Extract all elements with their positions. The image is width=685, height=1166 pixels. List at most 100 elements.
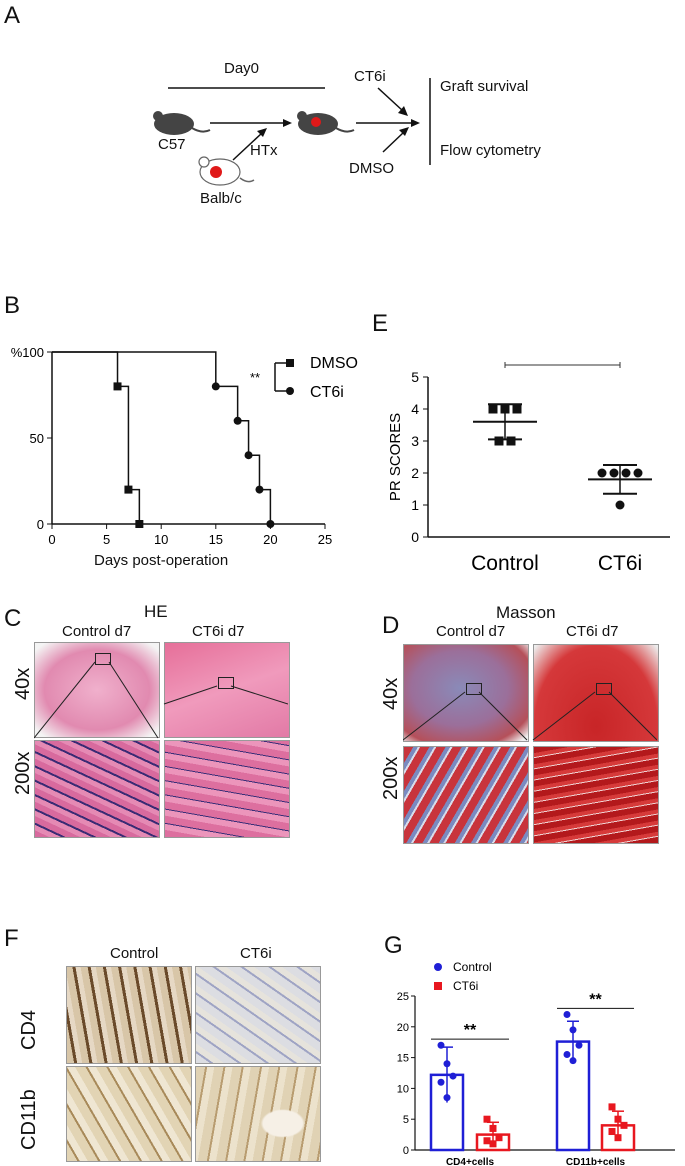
data-point-control [488,404,498,414]
survival-xlabel: Days post-operation [94,552,229,569]
masson-control-label: Control d7 [436,623,506,640]
data-point-control [575,1041,583,1049]
legend-label-ct6i: CT6i [310,384,344,401]
x-tick-label: 10 [154,532,168,547]
ihc-ct6i-label: CT6i [240,945,272,962]
he-40x-label: 40x [12,667,34,700]
he-ct6i-200x-image [164,740,290,838]
schema-diagram [153,78,431,186]
he-title: HE [144,602,168,621]
significance-label: ** [250,370,260,385]
data-point-dmso [135,520,144,528]
y-tick-label: 50 [30,431,44,446]
he-200x-label: 200x [12,751,34,795]
data-point-control [443,1060,451,1068]
panel-label-g: G [384,932,403,959]
x-tick-label: 20 [263,532,277,547]
data-point-ct6i [211,382,220,391]
he-control-40x-image [34,642,160,738]
category-label: CD11b+cells [566,1157,626,1166]
masson-title: Masson [496,603,556,622]
legend-label-control: Control [453,960,492,974]
y-tick-label: 10 [397,1083,409,1095]
mouse-c57-icon [153,111,211,135]
category-label-ct6i: CT6i [598,552,642,575]
masson-ct6i-label: CT6i d7 [566,623,619,640]
he-ct6i-40x-image [164,642,290,738]
legend-label-ct6i: CT6i [453,979,478,993]
panel-label-f: F [4,925,19,952]
pr-score-chart: 0 1 2 3 4 5 PR SCORES Control CT6i ** [387,360,670,575]
x-tick-label: 25 [318,532,332,547]
ihc-cd11b-label: CD11b [18,1089,40,1150]
data-point-control [437,1041,445,1049]
data-point-ct6i [633,468,643,478]
x-tick-label: 0 [48,532,55,547]
mouse-balbc-icon [198,156,255,186]
data-point-control [512,404,522,414]
category-label-control: Control [471,552,539,575]
ihc-control-cd11b-image [66,1066,192,1162]
ihc-cd4-label: CD4 [18,1009,40,1050]
data-point-ct6i [266,520,275,528]
legend-marker-ct6i [286,387,294,395]
day0-label: Day0 [224,60,260,77]
masson-ct6i-40x-image [533,644,659,742]
series-line-ct6i [52,351,272,524]
data-point-ct6i [597,468,607,478]
data-point-control [569,1026,577,1034]
y-tick-label: 25 [397,991,409,1003]
balbc-label: Balb/c [200,190,242,207]
ihc-bar-chart: 0 5 10 15 20 25 CD4+cells ** CD11b+cells ** Contro… [397,960,675,1166]
y-tick-label: 15 [397,1053,409,1065]
y-tick-label: 3 [411,433,419,449]
y-tick-label: 20 [397,1022,409,1034]
data-point-ct6i [495,1134,503,1142]
data-point-ct6i [621,468,631,478]
y-tick-label: 4 [411,401,419,417]
significance-label: ** [464,1022,477,1039]
panel-label-d: D [382,612,400,639]
category-label: CD4+cells [446,1157,495,1166]
legend-label-dmso: DMSO [310,355,358,372]
data-point-ct6i [233,416,242,425]
panel-label-e: E [372,310,389,337]
ihc-ct6i-cd4-image [195,966,321,1064]
dmso-label: DMSO [349,160,394,177]
data-point-ct6i [609,468,619,478]
x-tick-label: 5 [103,532,110,547]
data-point-control [494,436,504,446]
panel-label-b: B [4,292,21,319]
data-point-control [569,1057,577,1065]
ihc-control-label: Control [110,945,159,962]
data-point-ct6i [489,1140,497,1148]
c57-label: C57 [158,136,186,153]
he-zoom-lines [34,661,288,739]
masson-zoom-lines [403,691,657,741]
he-control-200x-image [34,740,160,838]
y-tick-label: 0 [403,1145,409,1157]
data-point-ct6i [620,1121,628,1129]
legend-marker-control [434,963,442,971]
masson-control-40x-image [403,644,529,742]
data-point-control [563,1051,571,1059]
data-point-ct6i [614,1115,622,1123]
y-tick-label: 2 [411,465,419,481]
survival-chart: 0 5 10 15 20 25 0 50 %100 ** DMSO CT6i [11,345,358,547]
data-point-control [563,1010,571,1018]
x-tick-label: 15 [209,532,223,547]
legend-marker-ct6i [434,982,442,990]
data-point-dmso [124,485,133,494]
y-tick-label: 0 [411,529,419,545]
y-tick-label: 0 [37,517,44,532]
y-tick-label: %100 [11,345,44,360]
ihc-control-cd4-image [66,966,192,1064]
htx-label: HTx [250,142,278,159]
data-point-ct6i [614,1134,622,1142]
data-point-control [506,436,516,446]
graft-survival-label: Graft survival [440,78,529,95]
series-line-dmso [52,351,141,524]
data-point-dmso [113,382,122,391]
data-point-control [443,1094,451,1102]
data-point-ct6i [483,1115,491,1123]
